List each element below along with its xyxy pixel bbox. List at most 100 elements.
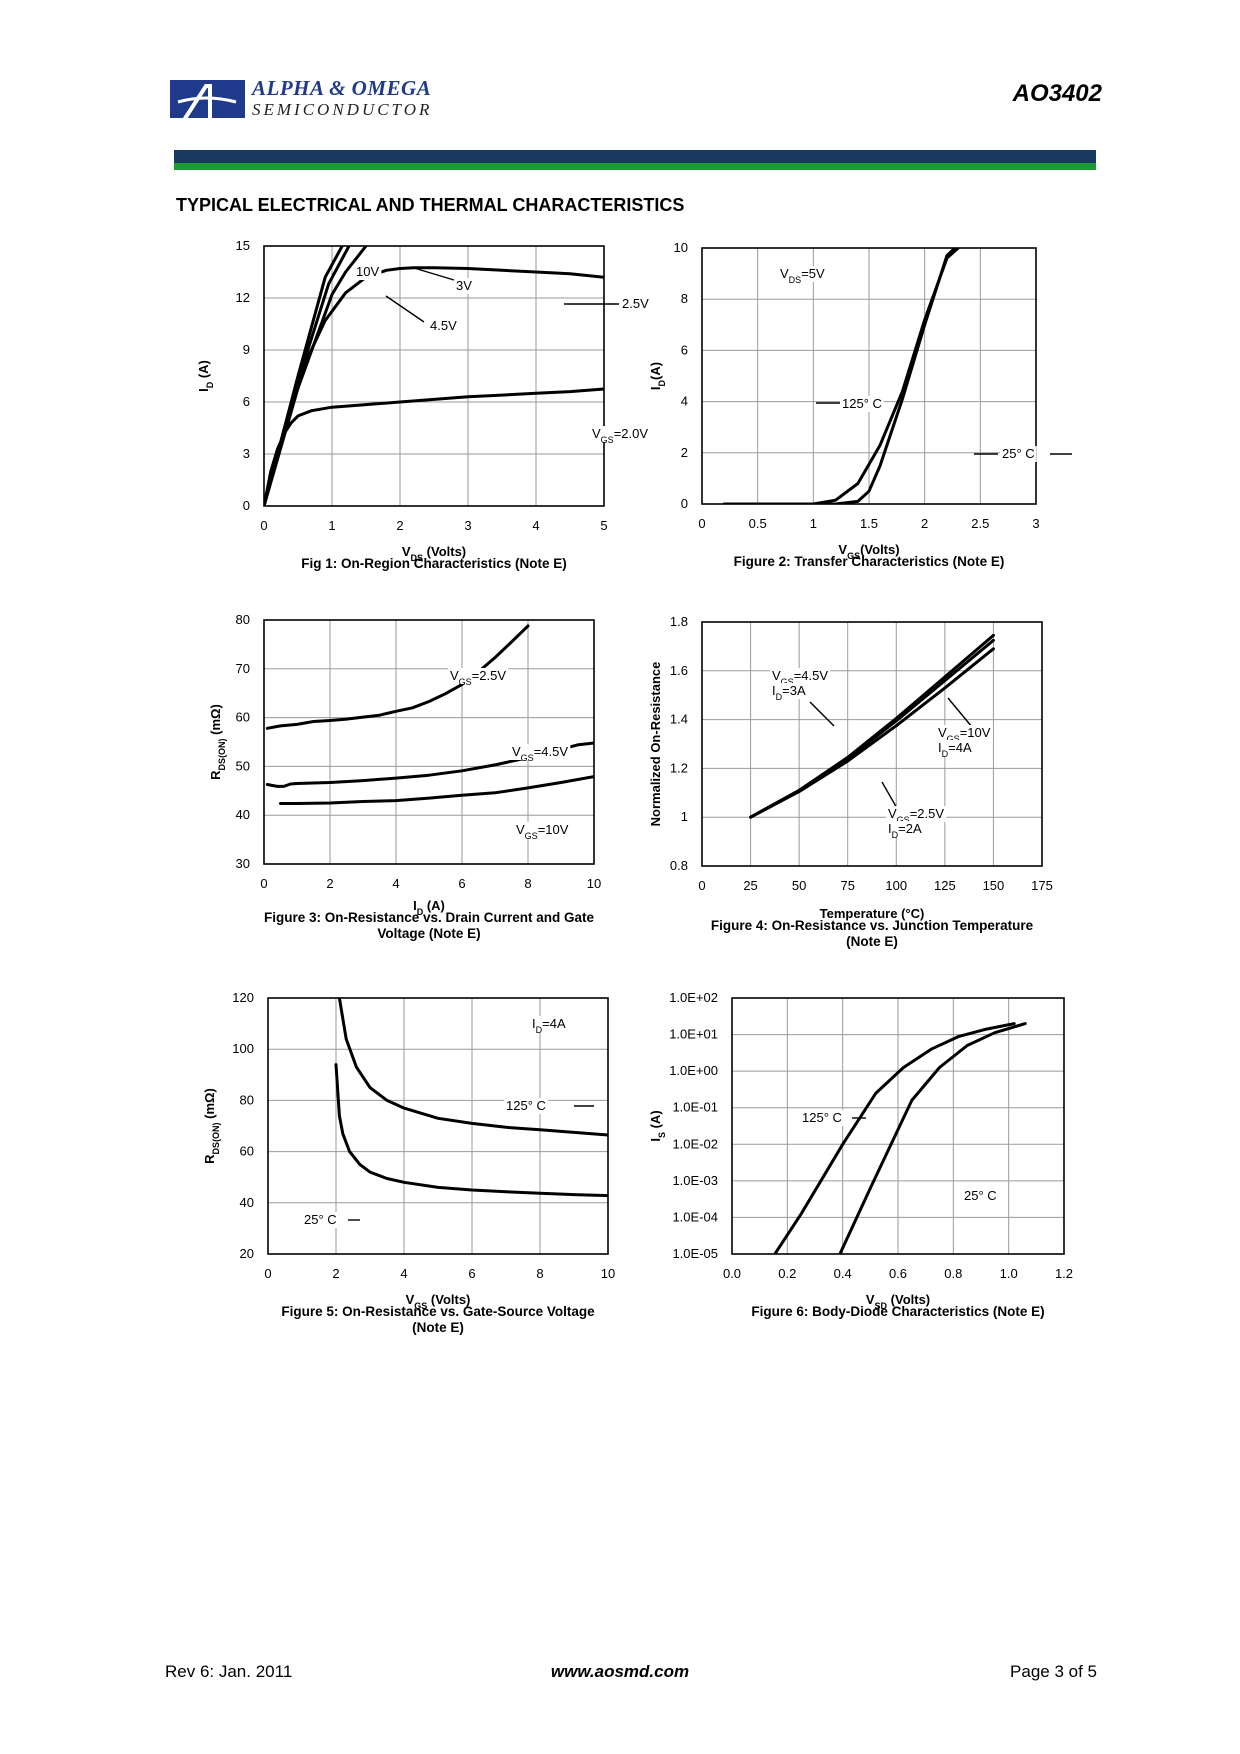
plot-frame — [701, 247, 1037, 505]
x-tick-label: 0.0 — [723, 1266, 741, 1281]
annotation-label: 125° C — [842, 396, 882, 411]
y-tick-label: 1.0E-02 — [672, 1136, 718, 1151]
x-tick-label: 2 — [921, 516, 928, 531]
y-tick-label: 6 — [243, 394, 250, 409]
y-tick-label: 1.0E+00 — [669, 1063, 718, 1078]
series-line-0 — [265, 624, 530, 730]
annotation-label: ID=2A — [888, 821, 922, 840]
y-tick-label: 1.0E-05 — [672, 1246, 718, 1261]
x-tick-label: 1.5 — [860, 516, 878, 531]
fig4-svg: 0 25 50 75 100 125 150 175 0.8 1 1.2 1.4 1.6 1.8 VGS=4… — [648, 614, 1053, 949]
annotation-label: 10V — [356, 264, 379, 279]
x-axis-label: ID (A) — [413, 898, 445, 917]
y-tick-label: 0 — [243, 498, 250, 513]
annotation-label: 25° C — [964, 1188, 997, 1203]
annotation-label: 3V — [456, 278, 472, 293]
footer-website[interactable]: www.aosmd.com — [550, 1662, 690, 1681]
annotation-label-bg — [354, 264, 382, 280]
x-tick-label: 4 — [392, 876, 399, 891]
series-line-1 — [838, 1022, 1027, 1254]
annotation-label: VGS=2.5V — [888, 806, 944, 825]
y-tick-label: 8 — [681, 291, 688, 306]
y-tick-label: 10 — [674, 240, 688, 255]
annotation-label: VGS=10V — [516, 822, 569, 841]
fig6-svg: 0.0 0.2 0.4 0.6 0.8 1.0 1.2 1.0E-05 1.0E-04 1.0E-… — [648, 990, 1073, 1319]
annotation-leader — [385, 295, 425, 323]
annotation-label: VGS=4.5V — [772, 668, 828, 687]
x-tick-label: 100 — [885, 878, 907, 893]
x-tick-label: 125 — [934, 878, 956, 893]
x-tick-label: 0 — [264, 1266, 271, 1281]
annotation-label-bg — [1000, 446, 1037, 462]
x-tick-label: 2 — [326, 876, 333, 891]
y-tick-label: 1.2 — [670, 760, 688, 775]
annotation-label-bg — [770, 683, 808, 699]
fig2-svg: 0 0.5 1 1.5 2 2.5 3 0 2 4 6 8 10 VDS=5V 125° C 25° C VGS… — [648, 240, 1072, 569]
annotation-label-bg — [454, 278, 475, 294]
series-line-2 — [264, 246, 368, 506]
chart-fig6-body-diode: 0.0 0.2 0.4 0.6 0.8 1.0 1.2 1.0E-05 1.0E-04 1.0E-… — [640, 990, 1104, 1352]
annotation-label-bg — [936, 725, 993, 741]
y-tick-label: 100 — [232, 1041, 254, 1056]
x-tick-label: 50 — [792, 878, 806, 893]
y-tick-label: 40 — [236, 807, 250, 822]
plot-frame — [701, 621, 1043, 867]
annotation-label: 25° C — [304, 1212, 337, 1227]
plot-frame — [731, 997, 1065, 1255]
footer-page-number: Page 3 of 5 — [1010, 1662, 1097, 1681]
x-tick-label: 3 — [464, 518, 471, 533]
x-tick-label: 1.0 — [1000, 1266, 1018, 1281]
series-line-0 — [337, 998, 608, 1137]
annotation-label: 25° C — [1002, 446, 1035, 461]
annotation-label-bg — [800, 1110, 844, 1126]
y-axis-label: ID(A) — [648, 362, 667, 390]
y-axis-label: RDS(ON) (mΩ) — [202, 1088, 221, 1164]
annotation-label-bg — [770, 668, 831, 684]
annotation-label-bg — [428, 318, 460, 334]
x-tick-label: 150 — [983, 878, 1005, 893]
y-tick-label: 0 — [681, 496, 688, 511]
annotation-label: 125° C — [802, 1110, 842, 1125]
header-bar-blue — [174, 150, 1096, 163]
x-tick-label: 0.2 — [778, 1266, 796, 1281]
annotation-label-bg — [620, 296, 652, 312]
annotation-label: ID=4A — [532, 1016, 566, 1035]
series-line-3 — [264, 266, 604, 506]
x-tick-label: 175 — [1031, 878, 1053, 893]
chart-caption: Fig 1: On-Region Characteristics (Note E… — [301, 556, 567, 571]
x-tick-label: 75 — [840, 878, 854, 893]
annotation-label: VGS=2.0V — [592, 426, 648, 445]
x-tick-label: 4 — [400, 1266, 407, 1281]
annotation-leader — [809, 701, 835, 727]
y-tick-label: 60 — [240, 1144, 254, 1159]
y-tick-label: 1.0E+02 — [669, 990, 718, 1005]
x-tick-label: 25 — [743, 878, 757, 893]
annotation-label: VGS=2.5V — [450, 668, 506, 687]
annotation-label: 2.5V — [622, 296, 649, 311]
series-line-1 — [334, 1063, 608, 1198]
section-title: TYPICAL ELECTRICAL AND THERMAL CHARACTER… — [176, 195, 685, 215]
y-tick-label: 0.8 — [670, 858, 688, 873]
y-tick-label: 1.0E+01 — [669, 1027, 718, 1042]
y-tick-label: 80 — [240, 1092, 254, 1107]
x-tick-label: 4 — [532, 518, 539, 533]
annotation-leader — [947, 697, 973, 728]
annotation-label: ID=4A — [938, 740, 972, 759]
y-tick-label: 1.8 — [670, 614, 688, 629]
x-axis-label: Temperature (°C) — [820, 906, 925, 921]
annotation-label-bg — [840, 396, 884, 412]
annotation-label: VGS=10V — [938, 725, 991, 744]
chart-caption: (Note E) — [412, 1320, 464, 1335]
logo-swoosh — [177, 96, 237, 104]
y-tick-label: 12 — [236, 290, 250, 305]
annotation-label-bg — [530, 1016, 568, 1032]
chart-caption: Figure 2: Transfer Characteristics (Note… — [734, 554, 1005, 569]
x-tick-label: 1 — [328, 518, 335, 533]
y-tick-label: 120 — [232, 990, 254, 1005]
plot-frame — [263, 245, 605, 507]
y-tick-label: 1.0E-04 — [672, 1209, 718, 1224]
y-tick-label: 15 — [236, 238, 250, 253]
annotation-label-bg — [886, 821, 924, 837]
x-tick-label: 0 — [260, 518, 267, 533]
chart-caption: Figure 5: On-Resistance vs. Gate-Source … — [281, 1304, 595, 1319]
